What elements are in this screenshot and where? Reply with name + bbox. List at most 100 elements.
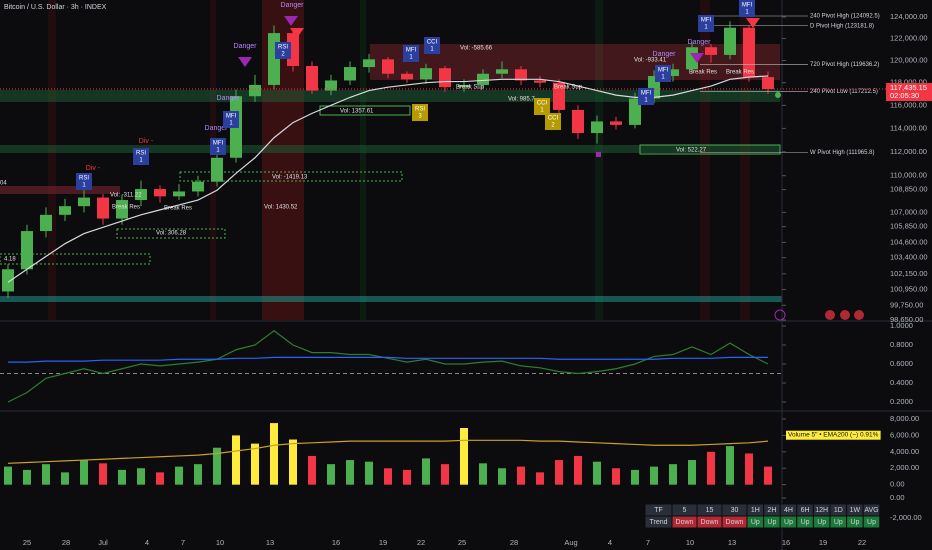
x-tick-label: 7: [646, 538, 650, 547]
pivot-label: 240 Pivot Low (117212.5): [810, 89, 878, 95]
y-tick-label: 6,000.00: [890, 430, 919, 439]
badge-label: MFI: [701, 18, 712, 24]
table-header: 5: [683, 507, 687, 514]
y-tick-label: 103,400.00: [890, 253, 928, 262]
break-label: Break Res: [726, 70, 754, 76]
y-tick-label: 4,000.00: [890, 447, 919, 456]
volume-bar: [23, 469, 31, 485]
vol-label: Vol: -311.22: [110, 193, 142, 199]
volume-bar: [251, 443, 259, 485]
y-tick-label: 122,000.00: [890, 34, 928, 43]
pivot-label: 240 Pivot High (124092.5): [810, 14, 880, 20]
x-tick-label: Aug: [564, 538, 577, 547]
volume-bar: [289, 439, 297, 485]
badge-count: 2: [551, 123, 555, 129]
candle-body: [420, 68, 432, 80]
candle-body: [724, 27, 736, 55]
candle-body: [116, 200, 128, 219]
candle-body: [439, 68, 451, 88]
badge: [275, 42, 291, 59]
y-tick-label: 118,000.00: [890, 78, 927, 87]
candle-body: [268, 33, 280, 85]
labels: Danger Danger Danger Danger Danger Dange…: [0, 2, 754, 263]
badge: [424, 37, 440, 54]
vol-label: Vol: -933.41: [634, 58, 667, 64]
badge: [133, 148, 149, 165]
candle-body: [705, 47, 717, 55]
candle-body: [192, 181, 204, 192]
y-tick-label: 0.4000: [890, 378, 913, 387]
badge-count: 3: [418, 114, 422, 120]
volume-bar: [688, 460, 696, 485]
x-tick-label: 22: [417, 538, 425, 547]
volume-bar: [707, 451, 715, 485]
y-tick-label: 116,000.00: [890, 100, 927, 109]
table-value: Up: [784, 519, 793, 526]
candle-body: [591, 121, 603, 134]
badge-count: 1: [82, 183, 86, 189]
volume-bar: [612, 468, 620, 485]
last-price-tag: [886, 83, 932, 102]
series-line: [8, 356, 768, 363]
y-tick-label: 107,000.00: [890, 207, 928, 216]
badges: RSI1RSI1MFI1MFI1RSI2MFI1CCI1RSI3CCI1CCI2…: [76, 0, 755, 190]
x-tick-label: 16: [332, 538, 340, 547]
y-tick-label: 0.00: [890, 493, 905, 502]
pivot-label: W Pivot High (111965.8): [810, 150, 874, 156]
badge-count: 1: [540, 108, 544, 114]
y-tick-label: 108,850.00: [890, 185, 928, 194]
table-value: Up: [767, 519, 776, 526]
danger-label: Danger: [688, 39, 712, 46]
candle-body: [762, 77, 774, 90]
candle-body: [363, 59, 375, 68]
table-value: Up: [817, 519, 826, 526]
table-header: 1D: [834, 507, 843, 514]
volume-ema-label: Volume 5" • EMA200 (~) 0.91%: [788, 432, 879, 439]
x-tick-label: 4: [608, 538, 612, 547]
badge-count: 1: [216, 148, 220, 154]
vol-label: Vol: 1430.52: [264, 205, 298, 211]
table-value: Up: [751, 519, 760, 526]
plot: 124,000.00122,000.00120,000.00118,000.00…: [0, 12, 932, 522]
table-value: Up: [834, 519, 843, 526]
candle-body: [629, 98, 641, 125]
badge: [412, 104, 428, 121]
danger-label: Danger: [205, 125, 229, 132]
candle-body: [211, 157, 223, 182]
x-tick-label: 25: [23, 538, 31, 547]
volume-bar: [61, 472, 69, 485]
x-tick-label: 10: [216, 538, 224, 547]
y-tick-label: 98,650.00: [890, 315, 923, 324]
volume-bar: [118, 469, 126, 485]
candle-body: [667, 69, 679, 76]
signal-markers: [238, 16, 864, 321]
volume-bar: [555, 460, 563, 485]
x-axis: 25 28 Jul 4 7 10 13 16 19 22 25 28 Aug 4…: [23, 538, 866, 547]
volume-bar: [384, 468, 392, 485]
candle-body: [686, 47, 698, 70]
badge: [76, 173, 92, 190]
y-tick-label: -2,000.00: [890, 513, 922, 522]
volume-bar: [365, 461, 373, 485]
break-label: Break Res: [164, 206, 192, 212]
div-label: Div -: [86, 165, 101, 172]
table-header: 2H: [767, 507, 776, 514]
volume-bar: [137, 468, 145, 485]
candle-body: [306, 65, 318, 91]
candle-body: [325, 80, 337, 91]
volume-bar: [669, 464, 677, 485]
x-tick-label: Jul: [98, 538, 108, 547]
x-tick-label: 16: [782, 538, 790, 547]
table-header: AVG: [864, 507, 878, 514]
y-tick-label: 99,750.00: [890, 300, 923, 309]
badge: [534, 98, 550, 115]
volume-bar: [650, 466, 658, 485]
vol-label: Vol: 1357.61: [340, 109, 374, 115]
badge-count: 1: [229, 121, 233, 127]
y-tick-label: 0.8000: [890, 340, 913, 349]
overlay-line: [7, 439, 769, 464]
candle-body: [78, 197, 90, 207]
candle-body: [401, 73, 413, 80]
badge-label: MFI: [226, 114, 237, 120]
